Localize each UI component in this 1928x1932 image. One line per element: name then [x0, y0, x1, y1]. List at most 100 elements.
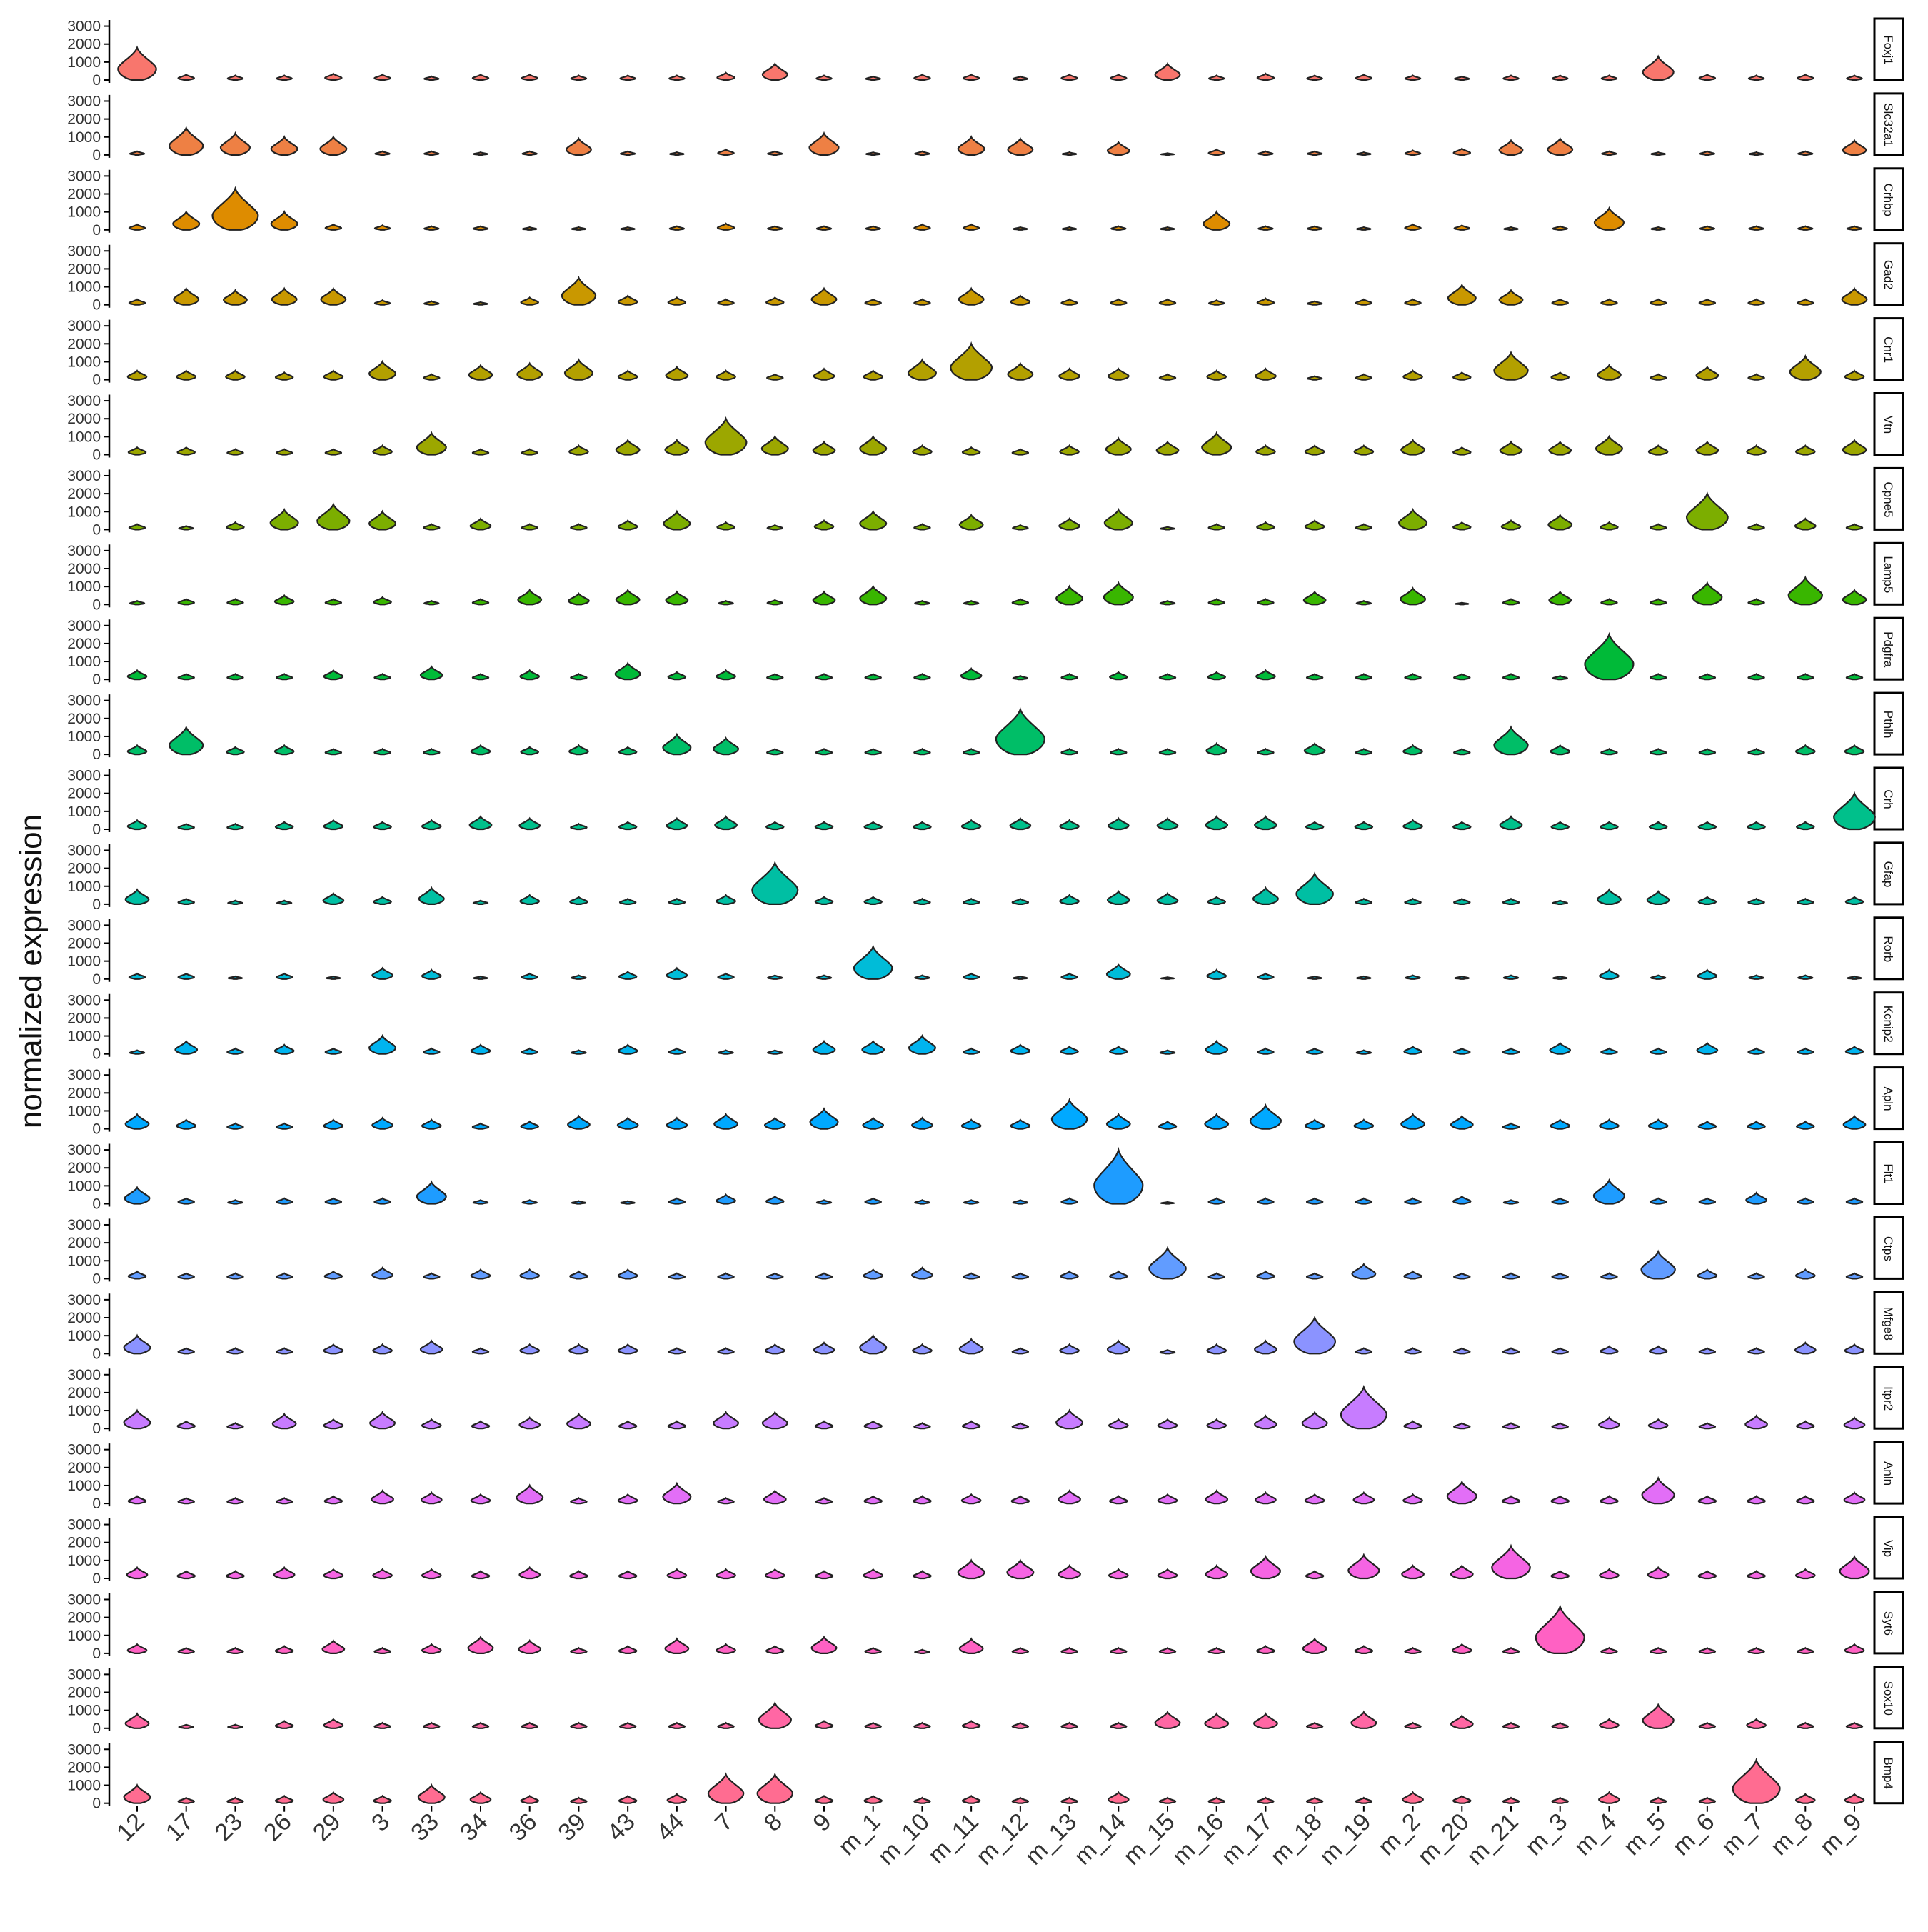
violin-Pthlh-m_12	[995, 706, 1045, 756]
violin-Rorb-12	[128, 972, 146, 980]
y-tick-label: 0	[92, 1196, 101, 1213]
violin-Slc32a1-17	[169, 126, 204, 156]
violin-Apln-m_7	[1747, 1120, 1766, 1130]
violin-Syt6-m_8	[1797, 1646, 1814, 1654]
violin-Foxj1-m_5	[1642, 54, 1675, 81]
violin-Foxj1-33	[423, 75, 440, 81]
violin-Cnr1-36	[516, 361, 543, 381]
violin-Gfap-m_3	[1552, 899, 1568, 905]
x-tick-label: m_15	[1118, 1808, 1180, 1870]
y-tick-label: 1000	[67, 1328, 101, 1344]
violin-Sox10-43	[618, 1721, 637, 1729]
violin-Cpne5-m_13	[1058, 517, 1080, 531]
y-tick-label: 3000	[67, 1292, 101, 1308]
violin-Foxj1-44	[668, 74, 686, 81]
violin-Flt1-m_11	[963, 1199, 980, 1205]
violin-Crhbp-m_8	[1797, 225, 1814, 231]
strip-box	[1873, 1516, 1904, 1580]
y-tick-label: 3000	[67, 1367, 101, 1383]
violin-Mfge8-m_17	[1254, 1339, 1277, 1355]
y-tick-label: 0	[92, 521, 101, 538]
violin-Rorb-m_19	[1356, 975, 1372, 980]
violin-Kcnip2-8	[767, 1049, 783, 1055]
violin-Cpne5-29	[316, 502, 351, 531]
x-tick-label: m_10	[873, 1808, 935, 1870]
gene-label: Gad2	[1882, 260, 1895, 290]
violin-Bmp4-8	[756, 1772, 794, 1804]
violin-Anln-33	[420, 1491, 443, 1505]
violin-Rorb-m_5	[1650, 974, 1667, 980]
violin-Itpr2-m_14	[1108, 1418, 1129, 1430]
violin-Cpne5-7	[716, 521, 735, 531]
violin-Itpr2-m_19	[1340, 1384, 1387, 1430]
violin-Cnr1-12	[126, 369, 148, 381]
violin-Kcnip2-m_14	[1109, 1045, 1128, 1055]
violin-Crh-m_12	[1009, 816, 1032, 831]
violin-Kcnip2-m_17	[1257, 1047, 1275, 1055]
violin-Mfge8-m_5	[1648, 1345, 1668, 1355]
violin-Cnr1-44	[665, 365, 689, 381]
y-tick-label: 2000	[67, 786, 101, 802]
violin-Cnr1-m_7	[1747, 373, 1765, 381]
violin-Gfap-m_4	[1597, 888, 1622, 905]
strip-box	[1873, 1666, 1904, 1730]
y-tick-label: 3000	[67, 618, 101, 634]
violin-Syt6-9	[810, 1635, 838, 1654]
y-tick-label: 2000	[67, 1759, 101, 1776]
violin-Sox10-m_16	[1204, 1712, 1230, 1729]
violin-Kcnip2-26	[273, 1043, 295, 1055]
violin-Itpr2-26	[271, 1412, 297, 1430]
violin-Ctps-m_1	[863, 1268, 884, 1280]
gene-label: Anln	[1882, 1461, 1895, 1486]
y-tick-label: 0	[92, 671, 101, 688]
violin-Rorb-m_16	[1206, 968, 1227, 980]
violin-Sox10-36	[521, 1721, 538, 1729]
violin-Flt1-44	[668, 1197, 686, 1205]
violin-Foxj1-7	[716, 71, 735, 81]
violin-Rorb-m_7	[1748, 974, 1764, 980]
y-tick-label: 1000	[67, 1553, 101, 1569]
violin-Pthlh-17	[169, 725, 204, 756]
violin-Syt6-m_9	[1844, 1643, 1865, 1654]
violin-Apln-m_6	[1697, 1120, 1717, 1130]
violin-Bmp4-39	[570, 1796, 588, 1804]
violin-Rorb-26	[275, 972, 293, 980]
violin-Crhbp-m_10	[913, 223, 931, 231]
violin-Vtn-m_16	[1201, 431, 1232, 456]
y-tick-label: 2000	[67, 936, 101, 952]
panel-Vtn: 0 1000 2000 3000 Vtn	[67, 392, 1904, 464]
y-tick-label: 3000	[67, 168, 101, 184]
violin-Sox10-26	[274, 1719, 294, 1729]
violin-Crh-m_9	[1833, 791, 1876, 831]
violin-Ctps-m_14	[1109, 1270, 1128, 1280]
violin-Flt1-m_7	[1745, 1191, 1767, 1205]
violin-Lamp5-m_20	[1455, 601, 1470, 606]
y-tick-label: 2000	[67, 861, 101, 877]
violin-Syt6-39	[570, 1646, 588, 1654]
panel-Cnr1: 0 1000 2000 3000 Cnr1	[67, 317, 1904, 389]
violin-Slc32a1-m_4	[1601, 150, 1617, 156]
violin-Cnr1-39	[563, 358, 593, 381]
violin-Kcnip2-23	[226, 1047, 244, 1055]
violin-Syt6-m_10	[914, 1648, 930, 1654]
violin-Slc32a1-7	[717, 148, 735, 156]
violin-Kcnip2-29	[324, 1047, 343, 1055]
violin-Pthlh-m_6	[1698, 747, 1717, 756]
violin-Cpne5-m_18	[1304, 519, 1325, 531]
violin-Gad2-m_4	[1600, 298, 1618, 306]
violin-Pdgfra-9	[815, 673, 833, 681]
violin-Crh-m_8	[1796, 821, 1815, 831]
violin-Crh-m_21	[1499, 815, 1523, 831]
violin-Apln-m_14	[1105, 1112, 1131, 1130]
violin-Flt1-7	[716, 1193, 736, 1205]
violin-Gad2-33	[423, 300, 440, 306]
x-tick-label: m_20	[1412, 1808, 1475, 1870]
violin-Cpne5-m_8	[1794, 517, 1817, 531]
violin-Slc32a1-m_19	[1356, 151, 1372, 156]
violin-Sox10-34	[471, 1721, 490, 1729]
y-tick-label: 1000	[67, 1403, 101, 1419]
violin-Foxj1-m_4	[1600, 74, 1618, 81]
violin-Gad2-7	[717, 298, 735, 306]
